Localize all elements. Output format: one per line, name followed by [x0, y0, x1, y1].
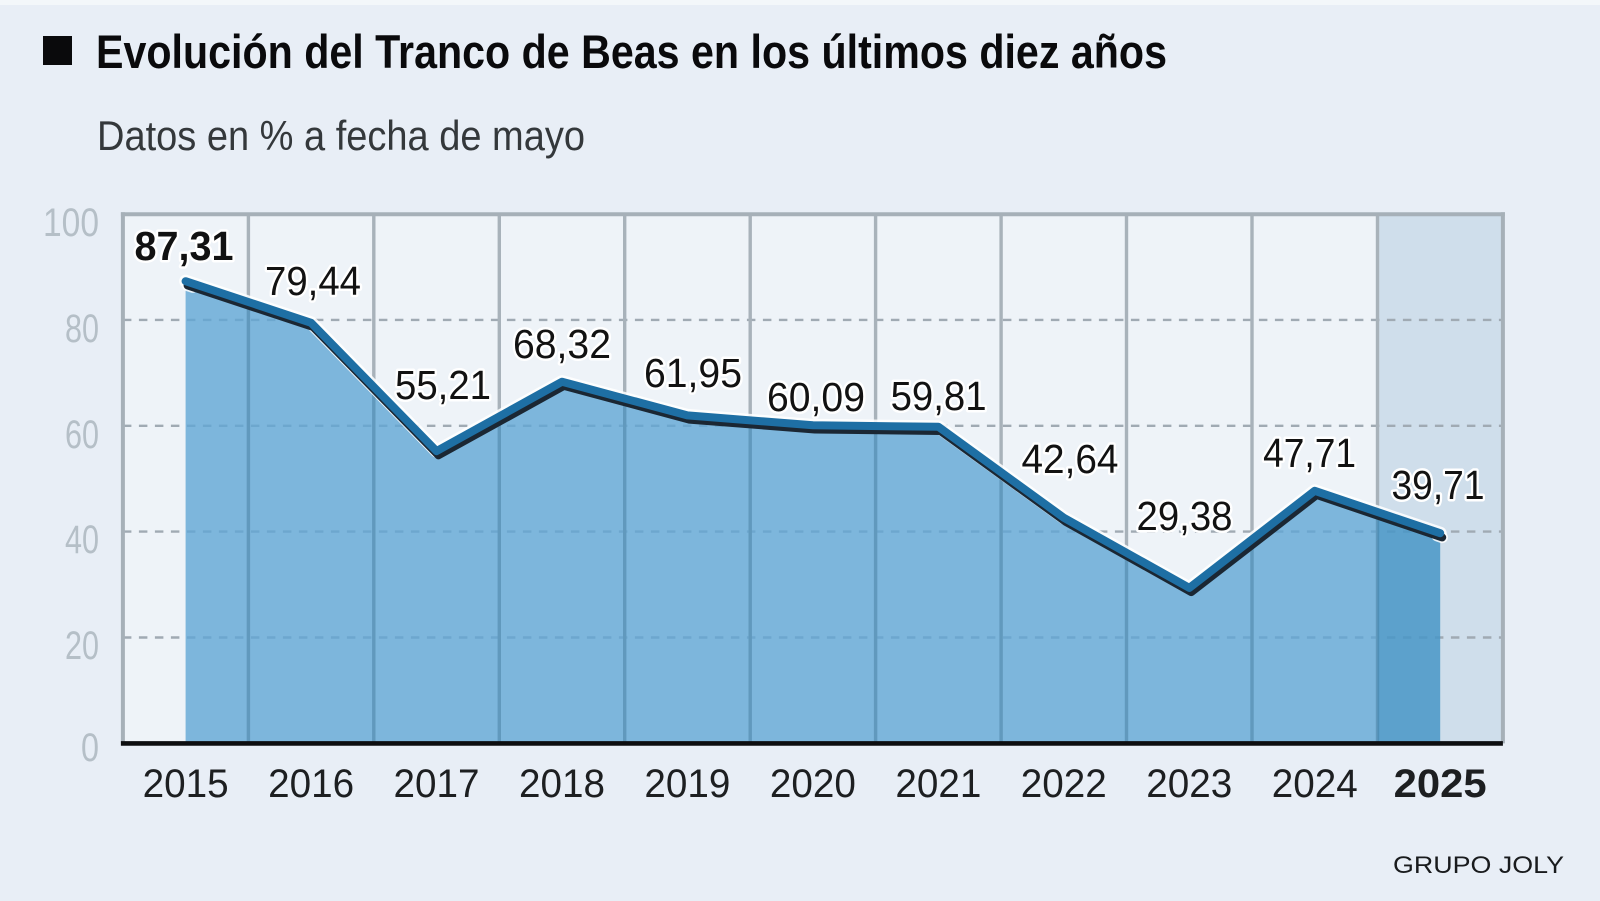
svg-text:47,71: 47,71 [1263, 430, 1356, 476]
svg-text:55,21: 55,21 [395, 362, 491, 408]
svg-text:2022: 2022 [1021, 762, 1107, 806]
svg-text:80: 80 [65, 307, 99, 351]
svg-text:2024: 2024 [1272, 762, 1358, 806]
svg-text:100: 100 [43, 201, 99, 245]
svg-text:20: 20 [65, 624, 99, 668]
svg-text:68,32: 68,32 [513, 321, 611, 367]
svg-text:GRUPO JOLY: GRUPO JOLY [1393, 852, 1564, 879]
svg-text:0: 0 [81, 726, 99, 770]
svg-text:60: 60 [65, 413, 99, 457]
svg-text:2019: 2019 [644, 762, 730, 806]
svg-text:2023: 2023 [1146, 762, 1232, 806]
svg-text:2018: 2018 [519, 762, 605, 806]
svg-text:60,09: 60,09 [767, 374, 865, 420]
svg-text:61,95: 61,95 [644, 350, 742, 396]
svg-text:40: 40 [65, 518, 99, 562]
svg-text:2020: 2020 [770, 762, 856, 806]
svg-text:2017: 2017 [394, 762, 480, 806]
svg-text:42,64: 42,64 [1022, 436, 1119, 482]
svg-text:59,81: 59,81 [891, 373, 987, 419]
svg-text:Datos en % a fecha de mayo: Datos en % a fecha de mayo [97, 112, 585, 159]
svg-text:2025: 2025 [1394, 762, 1487, 806]
svg-text:39,71: 39,71 [1392, 462, 1485, 508]
svg-text:2021: 2021 [895, 762, 981, 806]
svg-text:Evolución del Tranco de Beas e: Evolución del Tranco de Beas en los últi… [96, 25, 1167, 78]
svg-text:79,44: 79,44 [265, 258, 361, 304]
svg-text:87,31: 87,31 [135, 223, 234, 269]
svg-text:29,38: 29,38 [1137, 493, 1233, 539]
svg-text:2016: 2016 [268, 762, 354, 806]
svg-text:2015: 2015 [143, 762, 229, 806]
